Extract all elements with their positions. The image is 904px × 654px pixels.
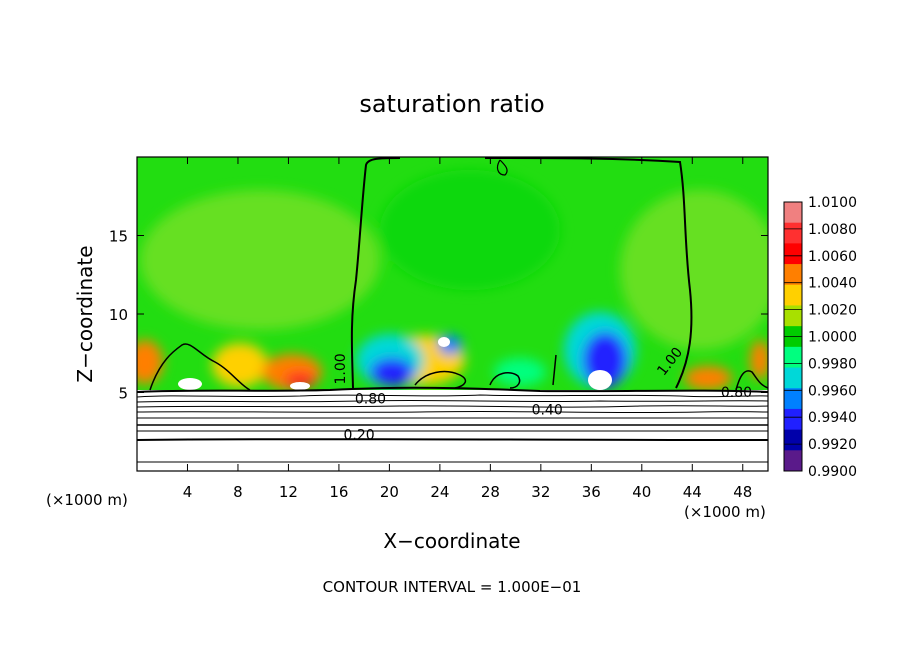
colorbar-swatch	[784, 408, 802, 431]
colorbar-label: 1.0080	[808, 222, 857, 238]
x-tick-label: 28	[481, 483, 500, 501]
y-tick-label: 15	[109, 228, 128, 246]
contour-label: 0.40	[532, 402, 563, 418]
colorbar-label: 1.0100	[808, 195, 857, 211]
colorbar-label: 1.0060	[808, 249, 857, 265]
colorbar-swatch	[784, 305, 802, 327]
colorbar-swatch	[784, 264, 802, 286]
contour-labels: 1.00 1.000.80 0.800.400.20	[333, 345, 752, 444]
colorbar-swatch	[784, 388, 802, 410]
colorbar-swatch	[784, 284, 802, 306]
x-tick-label: 44	[683, 483, 702, 501]
colorbar-swatch	[784, 450, 802, 472]
y-tick-label: 10	[109, 306, 128, 324]
colorbar-swatch	[784, 243, 802, 265]
colorbar-swatch	[784, 346, 802, 369]
x-tick-label: 4	[183, 483, 193, 501]
x-unit-label-right: (×1000 m)	[684, 503, 766, 521]
chart-title: saturation ratio	[359, 90, 544, 118]
x-tick-label: 16	[329, 483, 348, 501]
colorbar-label: 0.9980	[808, 356, 857, 372]
x-tick-label: 40	[632, 483, 651, 501]
x-tick-label: 8	[233, 483, 243, 501]
y-tick-label: 5	[118, 385, 128, 403]
y-axis-label: Z−coordinate	[73, 245, 97, 382]
x-tick-label: 24	[430, 483, 449, 501]
colorbar-swatch	[784, 222, 802, 244]
x-tick-label: 12	[279, 483, 298, 501]
colorbar-swatch	[784, 367, 802, 389]
x-axis-label: X−coordinate	[383, 529, 520, 553]
contour-label: 0.80	[721, 385, 752, 401]
colorbar-label: 0.9940	[808, 410, 857, 426]
colorbar-label: 0.9920	[808, 437, 857, 453]
colorbar-label: 0.9960	[808, 383, 857, 399]
contour-label: 1.00	[333, 353, 349, 384]
colorbar-swatch	[784, 202, 802, 224]
x-ticks: 4 8 12 16 20 24 28 32 36 40 44 48	[183, 157, 752, 501]
colorbar: 1.0100 1.0080 1.0060 1.0040 1.0020 1.0000 0.99…	[783, 195, 857, 480]
heatmap-field	[137, 157, 768, 471]
x-tick-label: 32	[531, 483, 550, 501]
colorbar-label: 1.0000	[808, 330, 857, 346]
contour-label: 0.20	[344, 428, 375, 444]
y-ticks: 5 10 15	[109, 228, 768, 403]
contour-label: 0.80	[355, 391, 386, 407]
colorbar-swatch	[784, 429, 802, 451]
colorbar-label: 1.0020	[808, 303, 857, 319]
colorbar-label: 1.0040	[808, 276, 857, 292]
x-unit-label-left: (×1000 m)	[46, 491, 128, 509]
contour-interval-footer: CONTOUR INTERVAL = 1.000E−01	[323, 578, 582, 596]
x-tick-label: 36	[582, 483, 601, 501]
x-tick-label: 20	[380, 483, 399, 501]
x-tick-label: 48	[733, 483, 752, 501]
colorbar-label: 0.9900	[808, 464, 857, 480]
